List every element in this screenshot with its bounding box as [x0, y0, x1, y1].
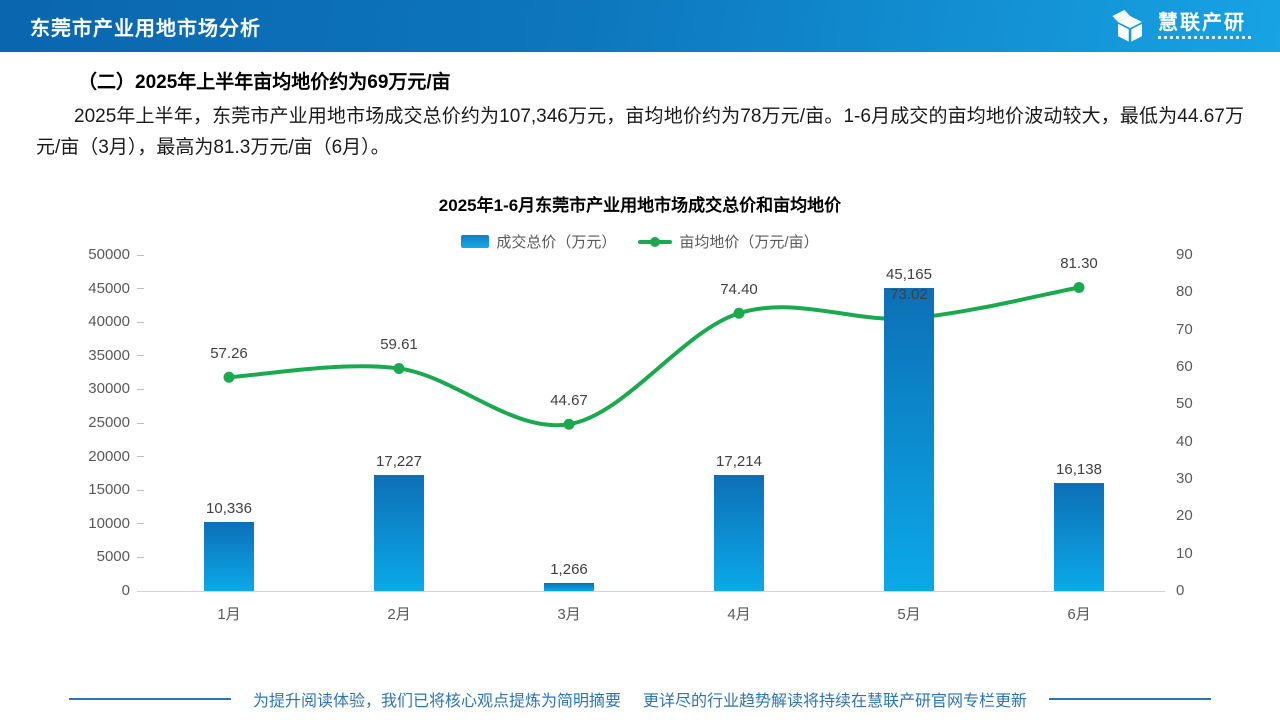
line-series-svg: [223, 281, 1085, 430]
left-axis-tick-label: 15000: [88, 481, 130, 499]
line-point-month-1: [223, 371, 235, 383]
brand-logo: 慧联产研: [1110, 4, 1254, 48]
line-value-label: 73.02: [890, 286, 928, 304]
right-axis-tick-label: 60: [1176, 358, 1193, 375]
left-axis-tick-label: 20000: [88, 447, 130, 465]
left-axis-tick-mark: [137, 556, 144, 558]
left-axis-tick-mark: [137, 355, 144, 357]
legend-item-line-series: 亩均地价（万元/亩）: [638, 231, 819, 252]
x-category-label: 4月: [727, 606, 751, 623]
right-axis-tick-label: 10: [1176, 544, 1193, 562]
logo-tagline: [1158, 36, 1254, 39]
bar-month-2: [374, 475, 424, 591]
line-value-label: 59.61: [380, 336, 418, 354]
line-point-month-6: [1073, 281, 1085, 293]
legend-label-line-series: 亩均地价（万元/亩）: [679, 234, 819, 251]
line-series-swatch-dot: [650, 236, 661, 247]
left-axis-tick-label: 5000: [96, 548, 130, 566]
left-axis-tick-mark: [137, 422, 144, 424]
footer-rule-right: [1049, 698, 1212, 700]
bar-month-5: [884, 287, 934, 591]
left-axis-tick-mark: [137, 456, 144, 458]
left-axis-tick-mark: [137, 321, 144, 323]
body-paragraph: 2025年上半年，东莞市产业用地市场成交总价约为107,346万元，亩均地价约为…: [36, 106, 1244, 158]
left-axis-tick-label: 30000: [88, 380, 130, 398]
line-point-month-2: [393, 362, 405, 374]
footer-note-1: 为提升阅读体验，我们已将核心观点提炼为简明摘要: [252, 693, 621, 710]
x-category-label: 1月: [217, 606, 241, 623]
left-axis-tick-label: 50000: [88, 246, 130, 263]
left-axis-tick-label: 40000: [88, 313, 130, 331]
cube-logo-icon: [1112, 10, 1142, 42]
right-axis-tick-label: 20: [1176, 507, 1193, 525]
chart-title: 2025年1-6月东莞市产业用地市场成交总价和亩均地价: [438, 196, 842, 215]
line-value-label: 74.40: [720, 281, 758, 299]
x-category-label: 3月: [557, 606, 581, 623]
left-axis-tick-mark: [137, 388, 144, 390]
line-point-month-4: [733, 307, 745, 319]
right-axis-labels: 0 10 20 30 40 50 60 70 80 90: [1176, 246, 1236, 599]
brand-name: 慧联产研: [1158, 12, 1246, 34]
right-axis-tick-label: 0: [1176, 582, 1185, 599]
left-axis-labels: 0 5000 10000 15000 20000 25000 30000 35000 40000…: [0, 246, 130, 599]
right-axis-tick-label: 30: [1176, 470, 1193, 487]
bar-value-label: 17,214: [716, 453, 762, 471]
bar-value-label: 10,336: [206, 499, 252, 517]
right-axis-tick-label: 70: [1176, 320, 1193, 338]
line-point-month-3: [563, 418, 575, 430]
bar-value-label: 16,138: [1056, 460, 1102, 478]
x-category-label: 2月: [387, 606, 411, 623]
line-value-label: 57.26: [210, 345, 248, 363]
line-series-swatch: [638, 236, 673, 247]
plot-area: 10,336 17,227 1,266 17,214 45,165 16,138 57.26…: [144, 255, 1164, 591]
chart-legend: 成交总价（万元） 亩均地价（万元/亩）: [0, 231, 1280, 252]
right-axis-tick-label: 50: [1176, 395, 1193, 413]
bar-value-label: 45,165: [886, 265, 932, 283]
left-axis-tick-label: 0: [121, 582, 130, 599]
x-axis-labels: 1月 2月 3月 4月 5月 6月: [144, 603, 1164, 625]
left-axis-tick-mark: [137, 288, 144, 290]
page-title: 东莞市产业用地市场分析: [30, 17, 261, 40]
line-value-label: 81.30: [1060, 255, 1098, 273]
section-heading: （二）2025年上半年亩均地价约为69万元/亩: [78, 72, 451, 93]
bar-month-4: [714, 475, 764, 591]
bar-month-3: [544, 582, 594, 591]
right-axis-tick-label: 80: [1176, 283, 1193, 301]
bar-month-1: [204, 521, 254, 591]
legend-item-bar-series: 成交总价（万元）: [461, 231, 616, 252]
bar-value-label: 1,266: [550, 560, 588, 578]
bar-series-swatch: [461, 235, 490, 248]
left-axis-tick-label: 10000: [88, 514, 130, 532]
left-axis-tick-mark: [137, 523, 144, 525]
header-bar: 东莞市产业用地市场分析 慧联产研: [0, 0, 1280, 52]
right-axis-tick-label: 90: [1176, 246, 1193, 263]
x-category-label: 5月: [897, 606, 921, 623]
left-axis-tick-label: 25000: [88, 414, 130, 431]
legend-label-bar-series: 成交总价（万元）: [496, 234, 617, 251]
brand-text-block: 慧联产研: [1158, 13, 1254, 39]
left-axis-tick-mark: [137, 489, 144, 491]
right-axis-tick-label: 40: [1176, 432, 1193, 450]
left-axis-ticks: [137, 254, 144, 592]
bar-month-6: [1054, 482, 1104, 591]
footer-note-2: 更详尽的行业趋势解读将持续在慧联产研官网专栏更新: [643, 693, 1028, 710]
left-axis-tick-label: 35000: [88, 346, 130, 364]
footer-note: 为提升阅读体验，我们已将核心观点提炼为简明摘要 更详尽的行业趋势解读将持续在慧联…: [0, 687, 1280, 711]
line-value-label: 44.67: [550, 392, 588, 410]
left-axis-tick-label: 45000: [88, 279, 130, 297]
footer-rule-left: [68, 698, 231, 700]
left-axis-tick-mark: [137, 254, 144, 256]
x-category-label: 6月: [1067, 606, 1091, 623]
bar-value-label: 17,227: [376, 453, 422, 471]
line-series-path: [227, 285, 1081, 428]
x-axis-line: [137, 591, 1165, 592]
